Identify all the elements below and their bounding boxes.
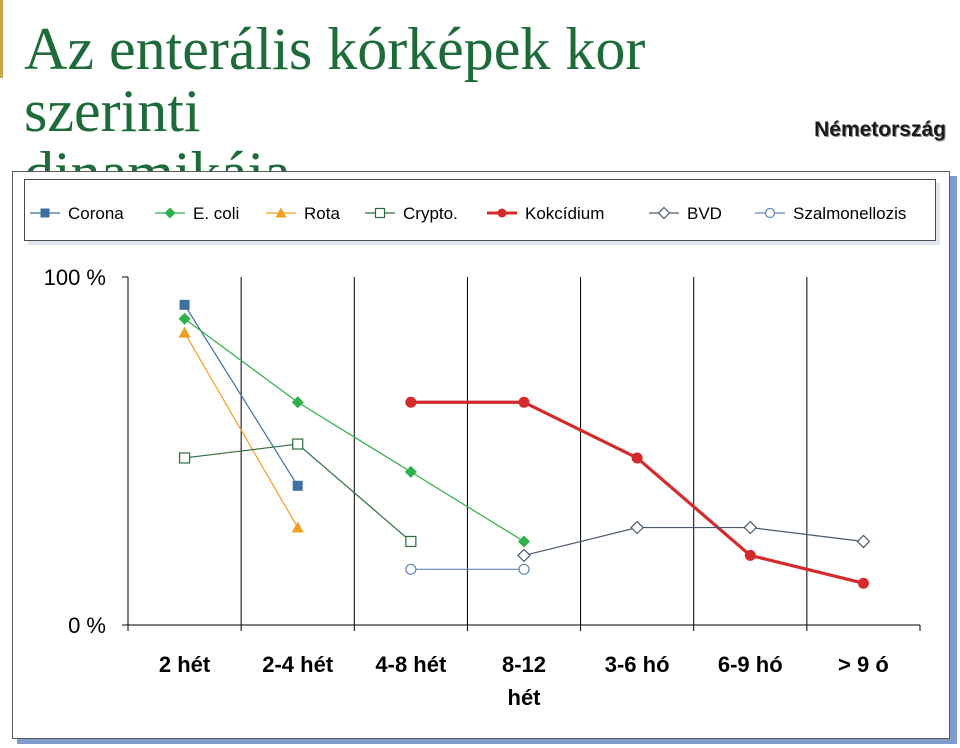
data-point-kokc-dium: [857, 577, 869, 589]
legend-label-bvd: BVD: [687, 204, 722, 223]
data-point-bvd: [856, 534, 871, 549]
data-point-szalmonellozis: [518, 563, 530, 575]
legend-label-szalmonellozis: Szalmonellozis: [793, 204, 906, 223]
legend-label-corona: Corona: [68, 204, 124, 223]
legend-marker-corona: [40, 208, 50, 218]
data-point-crypto: [178, 452, 191, 464]
x-tick-label: 4-8 hét: [375, 652, 447, 677]
data-point-e-coli: [404, 465, 417, 478]
data-point-e-coli: [178, 312, 191, 325]
legend-marker-kokc-dium: [497, 208, 507, 218]
data-point-bvd: [517, 548, 531, 563]
data-point-rota: [291, 521, 304, 533]
data-point-kokc-dium: [631, 452, 643, 464]
data-point-crypto: [405, 535, 417, 548]
data-point-e-coli: [291, 396, 304, 409]
legend-marker-e-coli: [164, 207, 176, 219]
y-tick-label: 0 %: [68, 613, 106, 638]
x-tick-label: 2 hét: [159, 652, 211, 677]
data-point-bvd: [743, 520, 758, 535]
legend-marker-crypto: [374, 207, 386, 219]
data-point-e-coli: [518, 535, 530, 548]
legend-label-kokc-dium: Kokcídium: [525, 204, 604, 223]
data-point-kokc-dium: [518, 396, 530, 408]
data-point-kokc-dium: [744, 549, 756, 561]
x-tick-label: 8-12: [502, 652, 546, 677]
data-point-szalmonellozis: [405, 563, 417, 575]
legend-label-crypto: Crypto.: [403, 204, 458, 223]
legend-marker-rota: [275, 207, 287, 218]
legend-marker-szalmonellozis: [764, 207, 776, 219]
title-accent-bar: [0, 0, 3, 78]
legend-marker-bvd: [657, 206, 671, 220]
title-line-1: Az enterális kórképek kor szerinti: [24, 16, 646, 144]
x-tick-label: > 9 ó: [838, 652, 889, 677]
data-point-corona: [292, 480, 303, 491]
y-tick-label: 100 %: [44, 265, 106, 290]
data-point-rota: [178, 326, 191, 338]
legend-label-e-coli: E. coli: [193, 204, 239, 223]
legend-label-rota: Rota: [304, 204, 340, 223]
chart-legend-box: [24, 179, 936, 241]
x-tick-label: hét: [508, 685, 542, 710]
slide-title: Az enterális kórképek kor szerinti dinam…: [24, 18, 804, 204]
chart-panel: [12, 171, 950, 739]
x-tick-label: 6-9 hó: [718, 652, 783, 677]
data-point-corona: [179, 299, 190, 310]
x-tick-label: 2-4 hét: [262, 652, 334, 677]
series-line-corona: [184, 304, 299, 487]
series-line-bvd: [523, 526, 864, 556]
data-point-bvd: [630, 520, 644, 535]
series-line-rota: [184, 332, 299, 528]
data-point-crypto: [292, 438, 304, 450]
country-label: Németország: [814, 118, 946, 141]
data-point-kokc-dium: [405, 396, 417, 408]
series-line-e-coli: [184, 318, 525, 542]
series-line-kokc-dium: [410, 400, 864, 585]
x-tick-label: 3-6 hó: [605, 652, 670, 677]
